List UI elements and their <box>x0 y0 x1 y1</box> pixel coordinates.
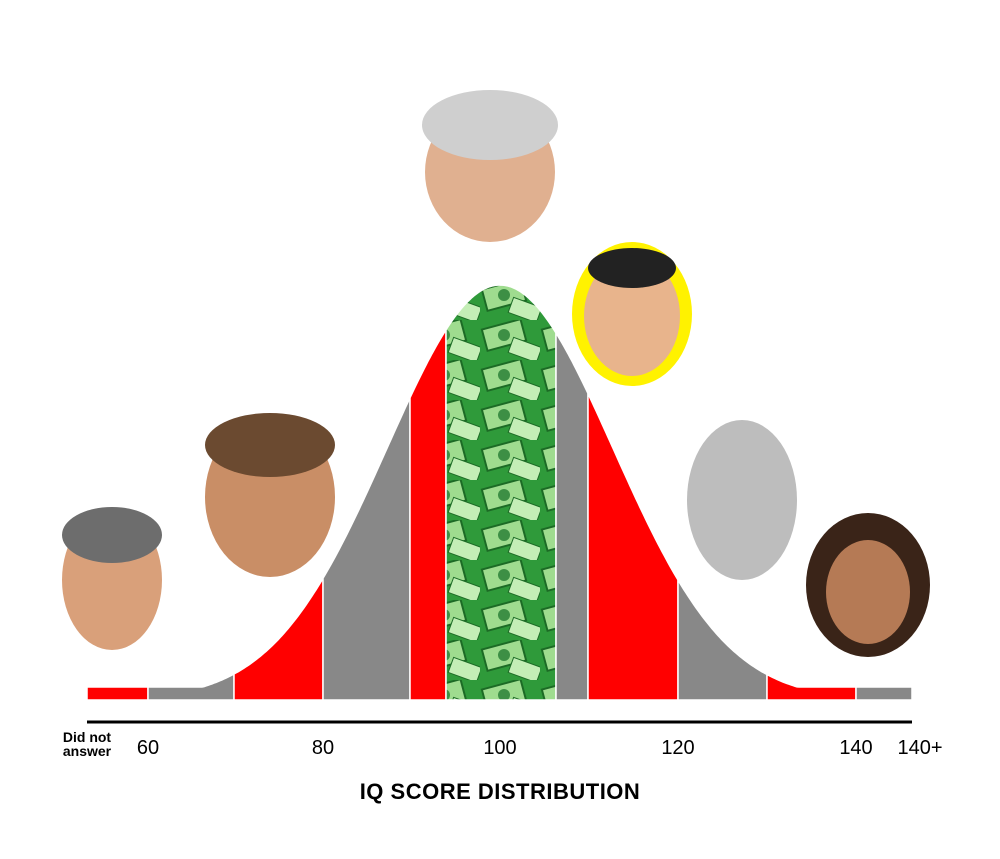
curve-segment <box>322 397 411 701</box>
curve-segment <box>766 673 857 701</box>
curve-segment <box>587 393 679 701</box>
curve-segment <box>86 686 149 701</box>
curve-segment <box>409 327 447 701</box>
axis-title: IQ SCORE DISTRIBUTION <box>359 779 641 804</box>
tick-label: 80 <box>311 737 335 759</box>
tick-label: 120 <box>661 737 695 759</box>
hair <box>422 90 558 160</box>
curve-segment <box>147 672 235 701</box>
face <box>687 420 797 580</box>
curve-segments <box>86 284 913 701</box>
curve-segment <box>445 284 557 701</box>
curve-segment <box>855 686 913 701</box>
curve-segment <box>677 577 768 701</box>
hair <box>205 413 335 477</box>
hair <box>62 507 162 563</box>
faces <box>62 90 930 657</box>
face <box>826 540 910 644</box>
tick-label: 100 <box>483 737 517 759</box>
hair <box>588 248 676 288</box>
tick-label: 140+ <box>897 737 943 759</box>
face <box>584 256 680 376</box>
curve-segment <box>233 575 324 701</box>
curve-segment <box>555 330 589 701</box>
tick-label: 140 <box>839 737 873 759</box>
tick-label: 60 <box>136 737 160 759</box>
tick-label: Did not answer <box>62 729 112 759</box>
